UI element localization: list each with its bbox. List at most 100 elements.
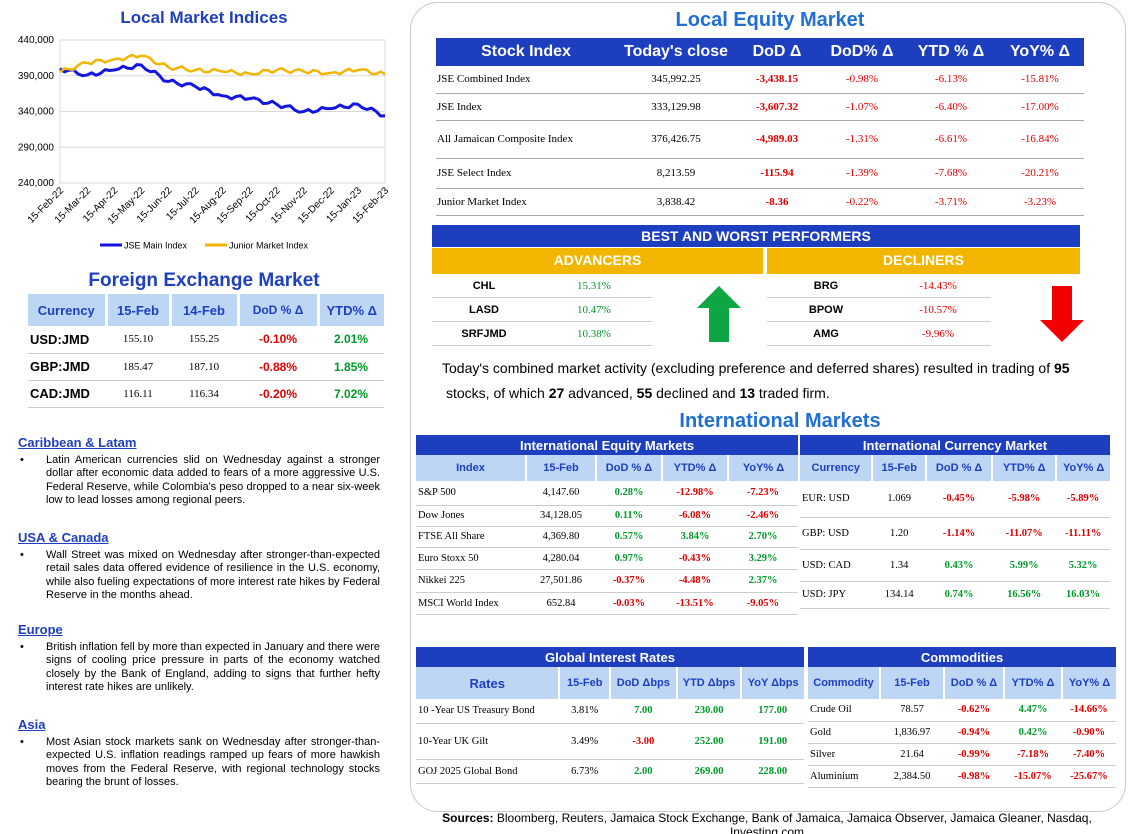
advanced-count: 27: [548, 385, 565, 401]
up-arrow-icon: [697, 286, 741, 342]
rates-col-yoy: YoY Δbps: [741, 667, 804, 699]
commodity-yoy: -14.66%: [1062, 699, 1116, 722]
commodity-value: 78.57: [880, 699, 944, 722]
intl-currency-value: 1.069: [872, 481, 927, 518]
fx-rate-14feb: 155.25: [170, 326, 238, 354]
intl-equity-ytd: -13.51%: [662, 592, 728, 615]
eq-col-yoy: YoY% Δ: [996, 38, 1084, 66]
rate-dod: -3.00: [609, 723, 677, 760]
commodity-value: 21.64: [880, 743, 944, 766]
eq-col-ytd: YTD % Δ: [906, 38, 996, 66]
advancer-row: LASD 10.47%: [432, 298, 652, 322]
decliner-ticker: AMG: [813, 327, 839, 340]
traded-firm-count: 13: [739, 385, 756, 401]
commodity-value: 2,384.50: [880, 765, 944, 788]
news-item: • Most Asian stock markets sank on Wednes…: [18, 736, 380, 790]
icur-col-yoy: YoY% Δ: [1056, 455, 1110, 481]
rate-row: 10 -Year US Treasury Bond 3.81% 7.00 230.00…: [416, 699, 804, 724]
rate-yoy: 177.00: [741, 699, 804, 724]
bullet-icon: •: [20, 453, 24, 466]
index-close: 3,838.42: [616, 188, 736, 216]
commodity-dod: -0.94%: [944, 721, 1004, 744]
index-close: 376,426.75: [616, 120, 736, 159]
advancer-ticker: LASD: [469, 303, 499, 316]
rate-name: GOJ 2025 Global Bond: [416, 759, 560, 784]
news-heading[interactable]: Europe: [18, 622, 63, 637]
rate-name: 10-Year UK Gilt: [416, 723, 560, 760]
intl-currency-name: EUR: USD: [800, 481, 873, 518]
comm-col-dod: DoD % Δ: [944, 667, 1005, 699]
fx-col-14feb: 14-Feb: [170, 294, 240, 326]
intl-currency-row: EUR: USD 1.069 -0.45% -5.98% -5.89%: [800, 481, 1110, 518]
index-dodp: -0.98%: [818, 66, 906, 94]
index-name: JSE Index: [436, 93, 616, 121]
index-dod: -4,989.03: [736, 120, 818, 159]
intl-equity-name: FTSE All Share: [416, 526, 526, 548]
commodity-ytd: -7.18%: [1004, 743, 1062, 766]
rate-dod: 7.00: [609, 699, 677, 724]
icur-col-ytd: YTD% Δ: [992, 455, 1058, 481]
intl-equity-yoy: -9.05%: [728, 592, 798, 615]
news-heading[interactable]: USA & Canada: [18, 530, 109, 545]
icur-col-dod: DoD % Δ: [926, 455, 994, 481]
intl-currency-ytd: -5.98%: [992, 481, 1057, 518]
intl-equity-ytd: -4.48%: [662, 569, 728, 593]
index-yoy: -3.23%: [996, 188, 1084, 216]
intl-equity-value: 4,369.80: [526, 526, 596, 548]
fx-rate-14feb: 187.10: [170, 353, 238, 381]
commodity-dod: -0.98%: [944, 765, 1004, 788]
advancer-ticker: CHL: [472, 279, 496, 292]
rate-ytd: 230.00: [676, 699, 742, 724]
fx-rate-15feb: 116.11: [106, 380, 170, 408]
fx-currency: USD:JMD: [28, 326, 106, 354]
intl-equity-value: 4,147.60: [526, 481, 596, 506]
rate-name: 10 -Year US Treasury Bond: [416, 699, 560, 724]
news-usa-canada: USA & Canada • Wall Street was mixed on We…: [18, 531, 380, 603]
intl-equity-row: Euro Stoxx 50 4,280.04 0.97% -0.43% 3.29%: [416, 547, 798, 570]
rate-value: 3.81%: [559, 699, 610, 724]
equity-header-row: Stock Index Today's close DoD Δ DoD% Δ Y…: [436, 38, 1084, 66]
advancer-pct: 10.47%: [577, 303, 611, 316]
fx-col-currency: Currency: [28, 294, 108, 326]
advancer-pct: 10.38%: [577, 327, 611, 340]
news-heading[interactable]: Asia: [18, 717, 46, 732]
advancer-pct: 15.31%: [577, 279, 611, 292]
equity-row: Junior Market Index 3,838.42 -8.36 -0.22% -3…: [436, 188, 1084, 216]
commodities-title: Commodities: [808, 647, 1116, 667]
index-dod: -3,607.32: [736, 93, 818, 121]
intl-equity-yoy: -7.23%: [728, 481, 798, 506]
intl-equity-value: 34,128.05: [526, 505, 596, 527]
rate-dod: 2.00: [609, 759, 677, 784]
intl-equity-value: 652.84: [526, 592, 596, 615]
legend-label: Junior Market Index: [229, 241, 309, 251]
news-heading[interactable]: Caribbean & Latam: [18, 435, 137, 450]
decliner-row: BRG -14.43%: [767, 274, 991, 298]
commodity-name: Crude Oil: [808, 699, 880, 722]
rate-ytd: 269.00: [676, 759, 742, 784]
index-dodp: -1.31%: [818, 120, 906, 159]
commodity-row: Gold 1,836.97 -0.94% 0.42% -0.90%: [808, 721, 1116, 744]
intl-equity-yoy: -2.46%: [728, 505, 798, 527]
intl-equity-name: Dow Jones: [416, 505, 526, 527]
intl-currency-table: International Currency Market Currency 1…: [800, 435, 1110, 609]
index-name: All Jamaican Composite Index: [436, 120, 616, 159]
fx-ytd: 7.02%: [318, 380, 384, 408]
index-ytd: -6.13%: [906, 66, 996, 94]
rate-row: GOJ 2025 Global Bond 6.73% 2.00 269.00 228.0…: [416, 759, 804, 784]
index-ytd: -7.68%: [906, 158, 996, 189]
advancer-ticker: SRFJMD: [461, 327, 507, 340]
intl-equity-table: International Equity Markets Index 15-Fe…: [416, 435, 798, 615]
intl-currency-value: 1.20: [872, 517, 927, 550]
index-name: JSE Combined Index: [436, 66, 616, 94]
comm-col-15feb: 15-Feb: [880, 667, 945, 699]
right-panel-frame: [410, 2, 1126, 812]
down-arrow-icon: [1040, 286, 1084, 342]
fx-currency: GBP:JMD: [28, 353, 106, 381]
rates-col-15feb: 15-Feb: [559, 667, 611, 699]
intl-equity-name: Nikkei 225: [416, 569, 526, 593]
advancer-row: CHL 15.31%: [432, 274, 652, 298]
intl-equity-row: FTSE All Share 4,369.80 0.57% 3.84% 2.70%: [416, 526, 798, 548]
sources-text: Bloomberg, Reuters, Jamaica Stock Exchan…: [493, 811, 1092, 834]
legend-label: JSE Main Index: [124, 241, 188, 251]
intl-currency-ytd: 16.56%: [992, 581, 1057, 609]
